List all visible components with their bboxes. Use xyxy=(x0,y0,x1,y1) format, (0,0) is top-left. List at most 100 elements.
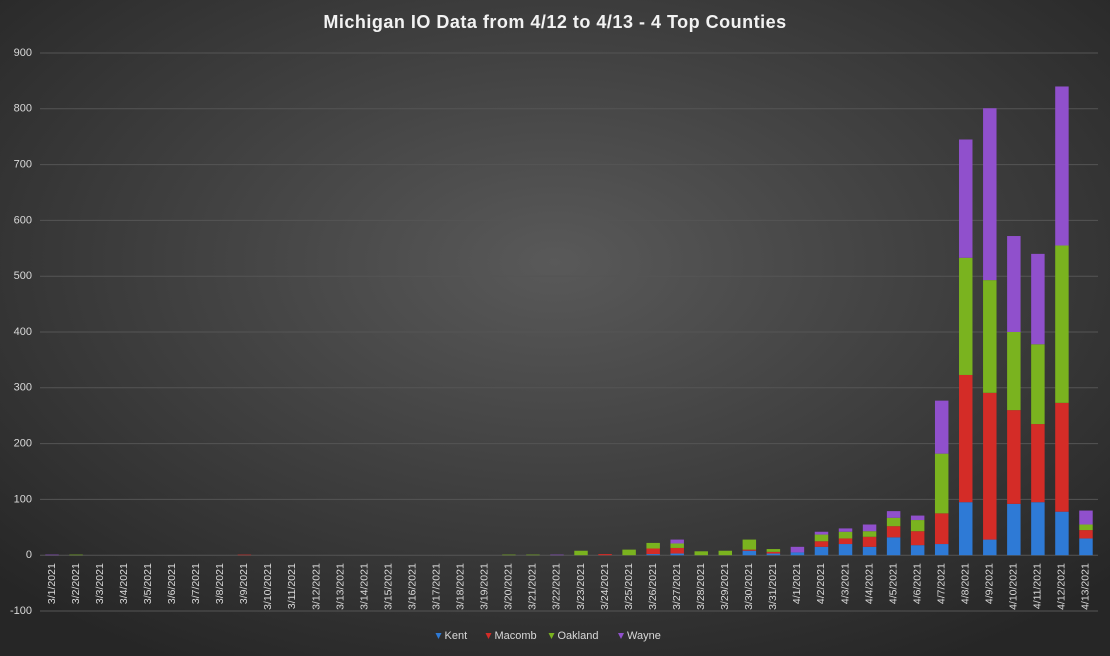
x-tick-label: 3/12/2021 xyxy=(310,563,322,610)
bar-segment xyxy=(718,550,733,556)
bar-segment xyxy=(814,531,829,535)
y-tick-label: 200 xyxy=(14,438,32,450)
bar-segment xyxy=(1031,344,1045,425)
x-tick-label: 4/9/2021 xyxy=(984,563,996,604)
x-tick-label: 3/17/2021 xyxy=(431,563,443,610)
x-tick-label: 3/6/2021 xyxy=(166,563,178,604)
y-tick-label: 800 xyxy=(14,103,32,115)
bar-segment xyxy=(1007,236,1021,332)
bar-segment xyxy=(670,543,684,548)
bar-segment xyxy=(742,550,757,556)
legend-label: Wayne xyxy=(627,630,661,642)
x-tick-label: 4/2/2021 xyxy=(815,563,827,604)
x-tick-label: 3/9/2021 xyxy=(238,563,250,604)
x-tick-label: 3/26/2021 xyxy=(647,563,659,610)
x-tick-label: 3/10/2021 xyxy=(262,563,274,610)
bar-segment xyxy=(646,542,660,549)
bar-segment xyxy=(1079,530,1093,539)
bar-segment xyxy=(838,538,853,545)
bar-segment xyxy=(1079,510,1093,525)
x-tick-label: 3/19/2021 xyxy=(479,563,491,610)
x-tick-label: 3/16/2021 xyxy=(406,563,418,610)
bar-segment xyxy=(237,554,252,556)
x-tick-label: 3/20/2021 xyxy=(503,563,515,610)
x-tick-label: 3/14/2021 xyxy=(358,563,370,610)
x-tick-label: 3/13/2021 xyxy=(334,563,346,610)
bar-segment xyxy=(742,539,757,550)
bar-segment xyxy=(526,554,540,556)
bar-segment xyxy=(1055,402,1069,512)
x-tick-label: 4/3/2021 xyxy=(839,563,851,604)
chart-title: Michigan IO Data from 4/12 to 4/13 - 4 T… xyxy=(323,12,786,32)
y-tick-label: 600 xyxy=(14,214,32,226)
x-tick-label: 3/27/2021 xyxy=(671,563,683,610)
x-tick-label: 3/23/2021 xyxy=(575,563,587,610)
bar-segment xyxy=(1055,245,1069,403)
legend-swatch xyxy=(548,633,555,639)
y-tick-label: 300 xyxy=(14,382,32,394)
bar-segment xyxy=(622,549,636,556)
bar-segment xyxy=(862,536,877,547)
legend-label: Oakland xyxy=(558,630,599,642)
bar-segment xyxy=(1079,538,1093,556)
bar-segment xyxy=(45,554,59,556)
legend-label: Macomb xyxy=(495,630,537,642)
bar-segment xyxy=(790,552,805,556)
bar-segment xyxy=(959,374,973,503)
legend-swatch xyxy=(435,633,442,639)
bar-segment xyxy=(814,541,829,547)
y-tick-label: 100 xyxy=(14,493,32,505)
bar-segment xyxy=(742,549,757,551)
bar-segment xyxy=(598,554,612,556)
bar-segment xyxy=(69,554,83,556)
x-tick-label: 3/29/2021 xyxy=(719,563,731,610)
bar-segment xyxy=(862,546,877,556)
bar-segment xyxy=(983,108,997,281)
x-tick-label: 3/31/2021 xyxy=(767,563,779,610)
x-tick-label: 3/1/2021 xyxy=(46,563,58,604)
bar-segment xyxy=(983,392,997,540)
bar-segment xyxy=(814,546,829,556)
bar-segment xyxy=(646,554,660,556)
bar-segment xyxy=(983,539,997,556)
bar-segment xyxy=(959,139,973,258)
x-tick-label: 3/22/2021 xyxy=(551,563,563,610)
bar-segment xyxy=(766,551,781,554)
x-tick-label: 4/8/2021 xyxy=(960,563,972,604)
x-tick-label: 3/18/2021 xyxy=(455,563,467,610)
bar-segment xyxy=(1055,86,1069,246)
bar-segment xyxy=(934,513,949,545)
bar-segment xyxy=(574,550,588,556)
x-tick-label: 4/4/2021 xyxy=(863,563,875,604)
bar-segment xyxy=(934,400,949,454)
x-tick-label: 3/21/2021 xyxy=(527,563,539,610)
bar-segment xyxy=(959,257,973,375)
y-tick-label: 700 xyxy=(14,159,32,171)
x-tick-label: 3/3/2021 xyxy=(94,563,106,604)
y-tick-label: 900 xyxy=(14,47,32,59)
bar-segment xyxy=(983,280,997,393)
x-tick-label: 3/4/2021 xyxy=(118,563,130,604)
x-tick-label: 3/8/2021 xyxy=(214,563,226,604)
bar-segment xyxy=(886,517,901,527)
bar-segment xyxy=(934,453,949,514)
bar-segment xyxy=(790,546,805,553)
y-tick-label: -100 xyxy=(10,605,32,617)
x-tick-label: 3/5/2021 xyxy=(142,563,154,604)
bar-segment xyxy=(1055,511,1069,556)
bar-segment xyxy=(550,554,564,556)
x-tick-label: 4/1/2021 xyxy=(791,563,803,604)
bar-segment xyxy=(886,537,901,556)
x-tick-label: 3/15/2021 xyxy=(382,563,394,610)
x-tick-label: 3/11/2021 xyxy=(286,563,298,609)
bar-segment xyxy=(670,547,684,554)
bar-segment xyxy=(910,531,925,546)
x-tick-label: 3/24/2021 xyxy=(599,563,611,610)
bar-segment xyxy=(1079,524,1093,531)
x-tick-label: 4/11/2021 xyxy=(1032,563,1044,609)
y-tick-label: 500 xyxy=(14,270,32,282)
x-tick-label: 4/6/2021 xyxy=(911,563,923,604)
bar-segment xyxy=(766,549,781,552)
bar-segment xyxy=(862,524,877,532)
